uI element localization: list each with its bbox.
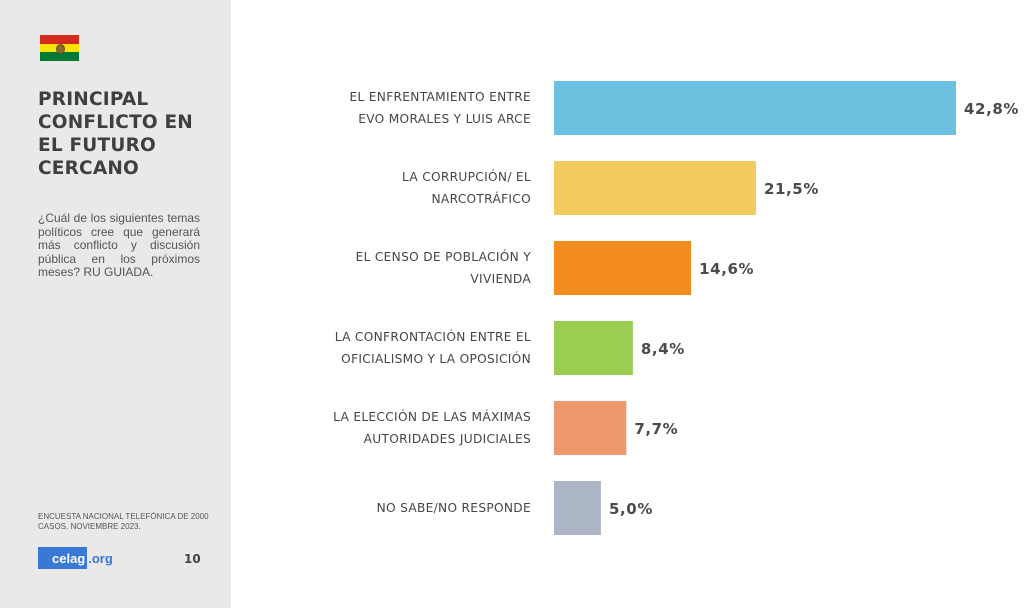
bar-3 bbox=[554, 241, 692, 295]
category-label: VIVIENDA bbox=[470, 272, 531, 286]
flag-stripe-green bbox=[40, 52, 79, 62]
title-line: CONFLICTO EN bbox=[38, 112, 193, 133]
bar-4 bbox=[554, 321, 633, 375]
value-label: 5,0% bbox=[609, 500, 653, 518]
flag-stripe-red bbox=[40, 35, 79, 44]
category-label: EL ENFRENTAMIENTO ENTRE bbox=[350, 90, 531, 104]
celag-logo: celag .org bbox=[38, 547, 120, 569]
category-label: AUTORIDADES JUDICIALES bbox=[364, 432, 531, 446]
category-label: OFICIALISMO Y LA OPOSICIÓN bbox=[341, 351, 531, 366]
page-title: PRINCIPAL CONFLICTO EN EL FUTURO CERCANO bbox=[38, 88, 213, 180]
value-label: 42,8% bbox=[964, 100, 1019, 118]
category-label: LA ELECCIÓN DE LAS MÁXIMAS bbox=[333, 409, 531, 424]
category-label: LA CONFRONTACIÓN ENTRE EL bbox=[335, 329, 531, 344]
logo-extension-text: .org bbox=[88, 550, 113, 566]
title-line: EL FUTURO bbox=[38, 135, 156, 156]
category-label: NARCOTRÁFICO bbox=[432, 191, 531, 206]
bar-2 bbox=[554, 161, 756, 215]
survey-question: ¿Cuál de los siguientes temas políticos … bbox=[38, 211, 200, 279]
sidebar-panel: PRINCIPAL CONFLICTO EN EL FUTURO CERCANO… bbox=[0, 0, 231, 608]
bar-1 bbox=[554, 81, 956, 135]
title-line: PRINCIPAL bbox=[38, 89, 149, 110]
value-label: 21,5% bbox=[764, 180, 819, 198]
flag-seal-icon bbox=[56, 44, 65, 54]
bolivia-flag-icon bbox=[40, 35, 79, 62]
value-label: 8,4% bbox=[641, 340, 685, 358]
category-label: LA CORRUPCIÓN/ EL bbox=[402, 169, 531, 184]
page-number: 10 bbox=[184, 552, 201, 566]
category-label: EVO MORALES Y LUIS ARCE bbox=[358, 112, 531, 126]
category-label: NO SABE/NO RESPONDE bbox=[377, 501, 531, 515]
logo-main-text: celag bbox=[38, 547, 88, 569]
bar-6 bbox=[554, 481, 601, 535]
title-line: CERCANO bbox=[38, 158, 139, 179]
category-label: EL CENSO DE POBLACIÓN Y bbox=[356, 249, 532, 264]
value-label: 7,7% bbox=[634, 420, 678, 438]
value-label: 14,6% bbox=[699, 260, 754, 278]
survey-source-note: ENCUESTA NACIONAL TELEFÓNICA DE 2000 CAS… bbox=[38, 512, 209, 531]
bar-5 bbox=[554, 401, 627, 455]
